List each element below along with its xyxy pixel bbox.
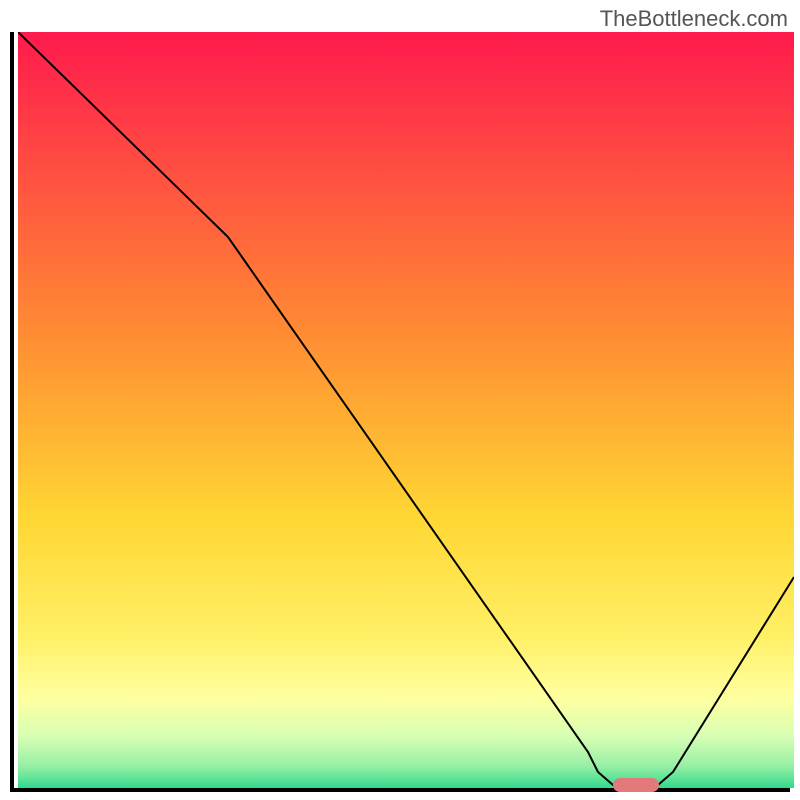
watermark-text: TheBottleneck.com xyxy=(600,6,788,32)
curve-line xyxy=(18,32,794,788)
optimal-marker xyxy=(613,778,659,792)
plot-area xyxy=(10,32,790,792)
bottleneck-chart xyxy=(10,32,790,792)
